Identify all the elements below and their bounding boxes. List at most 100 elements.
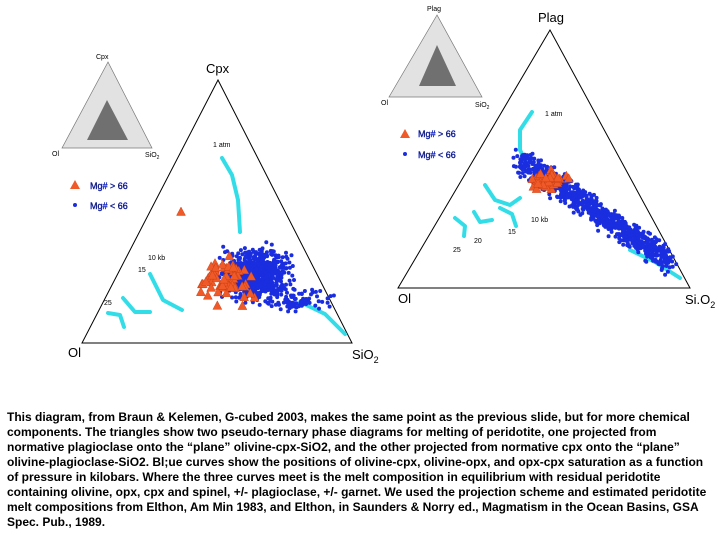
sample-dot (609, 224, 614, 229)
sample-dot (299, 303, 304, 308)
sample-dot (318, 289, 323, 293)
legend-marker (403, 152, 407, 156)
sample-dot (285, 304, 290, 309)
sample-dot (635, 247, 640, 252)
sample-dot (233, 295, 238, 300)
sample-dot (284, 250, 288, 255)
sample-dot (315, 294, 319, 299)
corner-label: Si.O2 (685, 292, 715, 310)
inset-field (419, 45, 456, 86)
sample-triangle (239, 264, 250, 274)
sample-dot (623, 234, 628, 239)
sample-dot (637, 241, 642, 246)
sample-dot (637, 231, 642, 236)
sample-dot (607, 212, 612, 217)
sample-dot (251, 256, 256, 261)
sample-dot (320, 299, 325, 304)
sample-dot (254, 267, 259, 272)
sample-triangle (237, 281, 247, 291)
sample-dot (558, 199, 563, 204)
sample-dot (257, 302, 262, 307)
sample-dot (622, 228, 627, 233)
sample-dot (595, 209, 600, 214)
sample-dot (594, 199, 599, 203)
sample-dot (532, 156, 537, 161)
sample-dot (603, 216, 608, 221)
sample-triangle (527, 173, 538, 183)
sample-dot (269, 291, 274, 296)
sample-dot (587, 191, 592, 196)
sample-dot (230, 295, 235, 300)
sample-dot (580, 192, 585, 197)
sample-dot (273, 302, 278, 307)
sample-dot (648, 231, 652, 236)
sample-dot (521, 156, 525, 161)
sample-dot (221, 244, 226, 249)
sample-dot (269, 304, 274, 309)
sample-dot (616, 213, 621, 218)
sample-dot (286, 309, 291, 314)
sample-triangle (221, 287, 232, 297)
sample-dot (585, 207, 590, 212)
sample-dot (263, 282, 267, 287)
sample-dot (670, 259, 675, 264)
sample-triangle (533, 178, 543, 188)
sample-dot (616, 220, 621, 225)
sample-dot (260, 255, 265, 260)
sample-dot (617, 236, 622, 241)
sample-dot (217, 255, 222, 260)
sample-dot (657, 244, 662, 249)
sample-dot (283, 297, 288, 302)
phase-curve (121, 296, 152, 314)
ternary-frame (397, 28, 691, 289)
sample-dot (313, 303, 318, 308)
sample-dot (665, 269, 670, 274)
sample-dot (327, 304, 332, 309)
sample-dot (657, 262, 662, 266)
sample-triangle (176, 206, 186, 216)
sample-dot (235, 261, 240, 266)
sample-dot (515, 154, 520, 159)
sample-dot (539, 158, 543, 163)
sample-dot (627, 225, 632, 230)
sample-dot (637, 244, 642, 249)
sample-dot (309, 292, 313, 297)
sample-dot (616, 217, 621, 222)
sample-dot (606, 234, 611, 239)
sample-dot (243, 300, 248, 305)
sample-dot (281, 300, 286, 305)
sample-dot (562, 198, 567, 203)
sample-dot (648, 255, 653, 260)
sample-dot (574, 200, 579, 205)
sample-dot (243, 251, 248, 255)
sample-dot (325, 300, 330, 305)
pressure-label: 25 (104, 300, 112, 307)
legend-label: Mg# < 66 (418, 150, 456, 160)
sample-dot (620, 216, 625, 220)
sample-dot (567, 204, 572, 209)
sample-dot (290, 273, 295, 278)
sample-dot (273, 269, 278, 274)
sample-dot (292, 297, 297, 302)
sample-dot (292, 278, 296, 282)
sample-dot (287, 265, 292, 270)
sample-dot (591, 206, 596, 211)
sample-triangle (206, 282, 216, 292)
sample-dot (674, 262, 679, 267)
sample-dot (279, 284, 283, 289)
sample-dot (261, 269, 266, 274)
sample-dot (576, 209, 581, 214)
figure: Cpx Ol SiO2 Cpx Ol SiO2 1 atm 10 kb 15 2… (52, 6, 715, 365)
sample-dot (242, 258, 247, 263)
pressure-label: 20 (474, 238, 482, 245)
sample-dot (625, 243, 630, 248)
sample-dot (654, 249, 659, 254)
sample-dot (269, 242, 274, 247)
legend-marker (70, 180, 80, 189)
sample-dot (240, 252, 245, 257)
sample-dot (310, 287, 315, 292)
sample-dot (547, 192, 552, 197)
sample-triangle (229, 270, 240, 280)
pressure-label: 25 (453, 247, 461, 254)
